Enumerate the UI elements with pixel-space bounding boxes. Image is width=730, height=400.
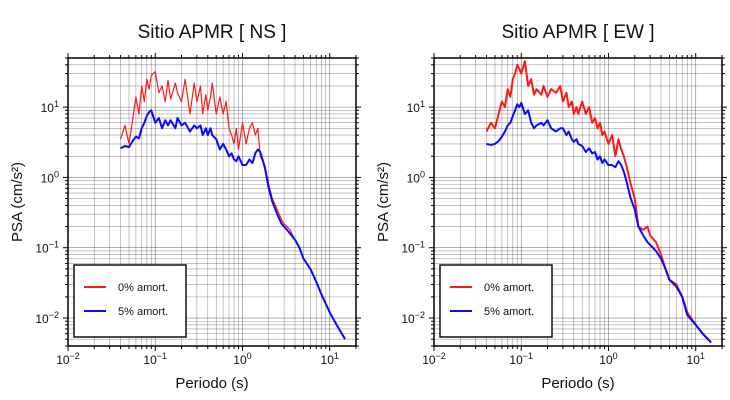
chart-title: Sitio APMR [ NS ] (138, 22, 287, 43)
x-axis-label: Periodo (s) (541, 375, 614, 392)
series-line-0pct (485, 60, 712, 344)
legend-box (439, 264, 553, 338)
x-tick-label: 101 (321, 351, 339, 367)
legend-label-5pct: 5% amort. (484, 306, 534, 318)
chart-title: Sitio APMR [ EW ] (501, 22, 654, 43)
series-layer (485, 60, 712, 344)
x-tick-label: 10−1 (509, 351, 533, 367)
series-line-5pct (486, 101, 712, 344)
y-tick-label: 10−2 (401, 310, 425, 326)
series-line-5pct (120, 109, 346, 340)
x-tick-label: 101 (687, 351, 705, 367)
x-tick-label: 10−2 (422, 351, 446, 367)
x-tick-label: 10−2 (56, 351, 80, 367)
y-axis-label: PSA (cm/s²) (375, 162, 392, 242)
chart-panel-ns: Sitio APMR [ NS ] 10−2 10−1 100 101 10−2 10−1… (9, 22, 361, 392)
y-tick-label: 10−1 (401, 240, 425, 256)
chart-panel-ew: Sitio APMR [ EW ] 10−2 10−1 100 101 10−2 10−1… (375, 22, 727, 392)
series-line-0pct (119, 71, 346, 340)
y-tick-label: 10−1 (35, 240, 59, 256)
x-axis-label: Periodo (s) (175, 375, 248, 392)
legend-label-0pct: 0% amort. (118, 282, 168, 294)
tick-layer: 10−2 10−1 100 101 10−2 10−1 100 101 (401, 53, 727, 367)
legend: 0% amort. 5% amort. (73, 264, 187, 338)
series-layer (119, 71, 346, 340)
legend-label-5pct: 5% amort. (118, 306, 168, 318)
x-tick-label: 100 (233, 351, 251, 367)
legend-box (73, 264, 187, 338)
y-tick-label: 101 (407, 99, 425, 115)
y-tick-label: 10−2 (35, 310, 59, 326)
legend: 0% amort. 5% amort. (439, 264, 553, 338)
plot-frame (67, 57, 357, 347)
plot-frame (433, 57, 723, 347)
y-tick-label: 100 (407, 169, 425, 185)
y-axis-label: PSA (cm/s²) (9, 162, 26, 242)
legend-label-0pct: 0% amort. (484, 282, 534, 294)
tick-layer: 10−2 10−1 100 101 10−2 10−1 100 101 (35, 53, 361, 367)
y-tick-label: 100 (41, 169, 59, 185)
x-tick-label: 100 (599, 351, 617, 367)
x-tick-label: 10−1 (143, 351, 167, 367)
y-tick-label: 101 (41, 99, 59, 115)
